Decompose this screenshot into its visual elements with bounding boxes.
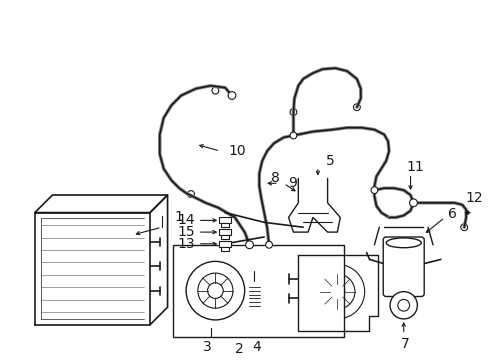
Circle shape xyxy=(409,199,417,207)
Circle shape xyxy=(329,284,345,300)
Bar xyxy=(219,241,230,247)
Text: 13: 13 xyxy=(177,237,195,251)
FancyBboxPatch shape xyxy=(383,237,424,297)
Text: 8: 8 xyxy=(271,171,280,185)
Circle shape xyxy=(289,109,296,116)
Circle shape xyxy=(389,292,417,319)
Text: 7: 7 xyxy=(401,337,409,351)
Text: 3: 3 xyxy=(203,340,211,354)
Circle shape xyxy=(370,187,377,194)
Bar xyxy=(221,223,228,227)
Bar xyxy=(221,235,228,239)
Circle shape xyxy=(353,104,360,111)
Circle shape xyxy=(227,91,235,99)
Bar xyxy=(219,217,230,223)
Text: 10: 10 xyxy=(227,144,245,158)
Bar xyxy=(249,302,259,306)
Circle shape xyxy=(460,224,467,231)
Text: 1: 1 xyxy=(175,211,183,224)
Bar xyxy=(221,247,228,251)
Circle shape xyxy=(187,191,194,197)
Text: 9: 9 xyxy=(287,176,296,190)
Text: 4: 4 xyxy=(251,340,260,354)
Circle shape xyxy=(265,241,272,248)
Text: 12: 12 xyxy=(464,191,482,205)
Bar xyxy=(249,287,259,291)
Circle shape xyxy=(245,241,253,249)
Text: 11: 11 xyxy=(406,160,424,174)
Text: 6: 6 xyxy=(447,207,456,221)
Circle shape xyxy=(289,132,296,139)
Bar xyxy=(173,245,344,337)
Text: 15: 15 xyxy=(177,225,195,239)
Bar xyxy=(219,229,230,235)
Text: 2: 2 xyxy=(234,342,243,356)
Text: 5: 5 xyxy=(325,154,334,168)
Text: 14: 14 xyxy=(177,213,195,228)
Bar xyxy=(249,294,259,298)
Circle shape xyxy=(211,87,218,94)
